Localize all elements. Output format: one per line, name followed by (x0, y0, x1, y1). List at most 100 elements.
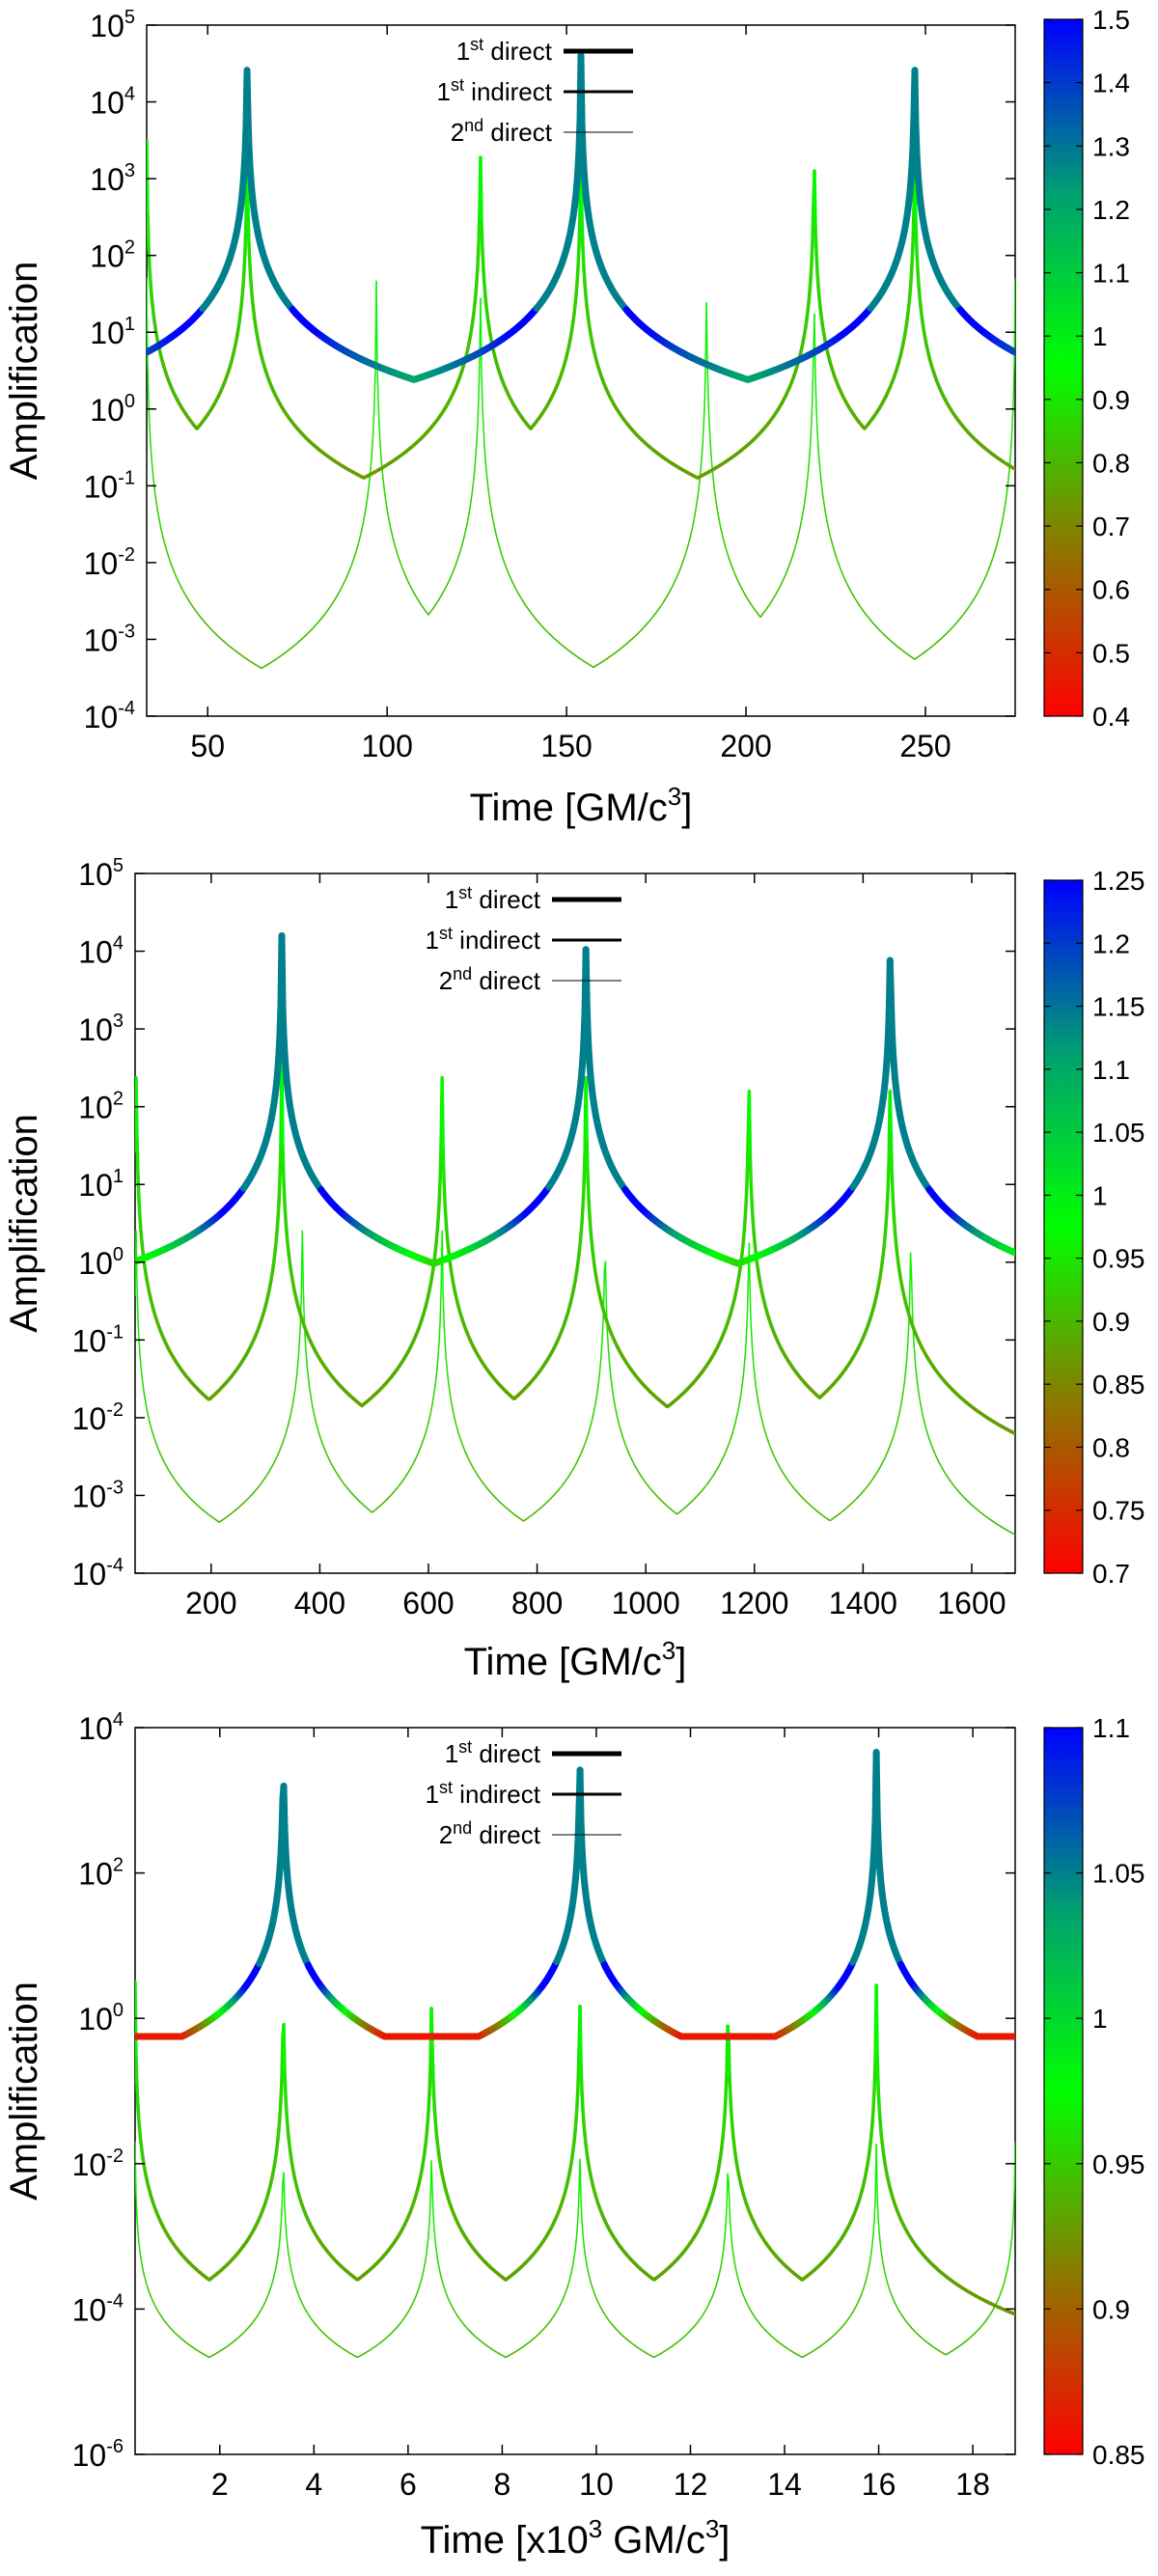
colorbar-tick-label: 0.7 (1092, 512, 1130, 541)
x-tick-label: 800 (511, 1586, 563, 1620)
y-tick-label: 10-4 (72, 2290, 124, 2327)
colorbar-tick-label: 1.1 (1092, 1055, 1130, 1085)
series-1st-direct (135, 1748, 1015, 2040)
chart-panel-top: 50 100 150 200 250 10-4 10-3 10-2 10-1 100 101 102 1… (3, 5, 1130, 829)
x-tick-label: 1200 (720, 1586, 788, 1620)
colorbar-tick-label: 1 (1092, 2004, 1108, 2034)
legend-label: 2nd direct (451, 116, 553, 147)
x-tick-label: 16 (862, 2467, 896, 2502)
x-tick-label: 250 (899, 729, 951, 763)
colorbar-tick-label: 0.95 (1092, 2149, 1145, 2179)
legend-label: 1st direct (445, 883, 541, 914)
colorbar-tick-label: 0.85 (1092, 1370, 1145, 1399)
y-axis-label: Amplification (3, 1981, 45, 2201)
series-1st-indirect (135, 1980, 1015, 2316)
x-tick-label: 150 (540, 729, 592, 763)
y-tick-label: 105 (78, 855, 124, 892)
colorbar-tick-label: 0.9 (1092, 1307, 1130, 1337)
x-tick-label: 18 (955, 2467, 990, 2502)
legend-label: 2nd direct (439, 1818, 541, 1849)
series-2nd-direct (135, 1230, 1015, 1536)
x-tick-label: 1600 (937, 1586, 1006, 1620)
y-tick-label: 104 (78, 933, 124, 970)
y-tick-label: 104 (78, 1709, 124, 1746)
x-tick-label: 200 (185, 1586, 236, 1620)
x-tick-label: 400 (294, 1586, 345, 1620)
series-2nd-direct (135, 2141, 1015, 2359)
colorbar-tick-label: 1.5 (1092, 5, 1130, 35)
series-group (147, 52, 1015, 670)
y-tick-label: 104 (90, 84, 135, 121)
x-tick-label: 4 (305, 2467, 322, 2502)
y-tick-label: 10-3 (72, 1477, 124, 1513)
colorbar-tick-label: 1.3 (1092, 131, 1130, 161)
x-tick-label: 100 (361, 729, 412, 763)
series-1st-direct (147, 52, 1015, 383)
x-tick-label: 50 (190, 729, 225, 763)
colorbar-tick-label: 1.25 (1092, 866, 1145, 896)
x-tick-label: 12 (674, 2467, 708, 2502)
colorbar-tick-label: 0.8 (1092, 448, 1130, 478)
legend-label: 1st indirect (436, 75, 552, 106)
colorbar-tick-label: 0.9 (1092, 2294, 1130, 2324)
plot-frame (134, 1727, 1016, 2455)
series-1st-direct (135, 931, 1015, 1267)
x-tick-label: 200 (720, 729, 771, 763)
x-tick-label: 6 (400, 2467, 417, 2502)
colorbar-tick-label: 1.05 (1092, 1859, 1145, 1889)
y-tick-label: 10-2 (72, 2146, 124, 2182)
x-tick-label: 14 (767, 2467, 802, 2502)
legend-label: 1st direct (445, 1737, 541, 1768)
legend-label: 1st indirect (425, 924, 540, 955)
colorbar-tick-label: 0.5 (1092, 638, 1130, 668)
y-tick-label: 101 (78, 1166, 124, 1203)
colorbar (1043, 1727, 1084, 2455)
x-tick-label: 1000 (612, 1586, 680, 1620)
y-tick-label: 10-6 (72, 2436, 124, 2473)
y-tick-label: 100 (78, 2000, 124, 2036)
colorbar-tick-label: 1 (1092, 1180, 1108, 1210)
legend-label: 1st indirect (425, 1778, 540, 1809)
plot-frame (134, 873, 1016, 1574)
y-tick-label: 102 (78, 1855, 124, 1892)
colorbar-tick-label: 0.6 (1092, 575, 1130, 605)
x-tick-label: 600 (402, 1586, 454, 1620)
y-tick-label: 10-4 (72, 1555, 124, 1592)
legend-label: 2nd direct (439, 964, 541, 995)
series-1st-indirect (135, 1058, 1015, 1436)
colorbar-tick-label: 1.05 (1092, 1118, 1145, 1148)
colorbar-tick-label: 0.8 (1092, 1432, 1130, 1462)
series-2nd-direct (147, 277, 1015, 670)
y-tick-label: 102 (90, 237, 135, 274)
chart-panel-bottom: 2 4 6 8 10 12 14 16 18 10-6 10-4 10-2 100 102 104 Ampli… (3, 1709, 1145, 2562)
x-axis-label: Time [GM/c3] (470, 782, 693, 829)
x-tick-label: 2 (211, 2467, 229, 2502)
chart-panel-middle: 200 400 600 800 1000 1200 1400 1600 10-4 10-3 10-2… (3, 855, 1145, 1683)
y-axis-label: Amplification (3, 262, 45, 481)
colorbar-tick-label: 1.15 (1092, 992, 1145, 1022)
colorbar-tick-label: 1.1 (1092, 259, 1130, 289)
y-tick-label: 103 (90, 160, 135, 197)
y-tick-label: 10-2 (84, 544, 135, 581)
series-group (135, 1748, 1015, 2359)
y-tick-label: 10-1 (84, 467, 135, 504)
x-axis-label: Time [GM/c3] (464, 1636, 687, 1683)
plot-frame (146, 24, 1016, 717)
colorbar (1043, 879, 1084, 1574)
x-tick-label: 8 (494, 2467, 511, 2502)
y-tick-label: 103 (78, 1011, 124, 1047)
colorbar-tick-label: 0.95 (1092, 1244, 1145, 1274)
colorbar-tick-label: 1 (1092, 321, 1108, 351)
y-tick-label: 10-3 (84, 621, 135, 657)
colorbar-tick-label: 0.7 (1092, 1559, 1130, 1589)
x-tick-label: 1400 (829, 1586, 897, 1620)
legend-label: 1st direct (456, 35, 553, 66)
y-tick-label: 101 (90, 314, 135, 350)
colorbar-tick-label: 0.9 (1092, 385, 1130, 415)
series-1st-indirect (147, 138, 1015, 480)
colorbar (1043, 18, 1084, 717)
colorbar-tick-label: 1.4 (1092, 69, 1130, 98)
colorbar-tick-label: 0.85 (1092, 2440, 1145, 2470)
series-group (135, 931, 1015, 1536)
